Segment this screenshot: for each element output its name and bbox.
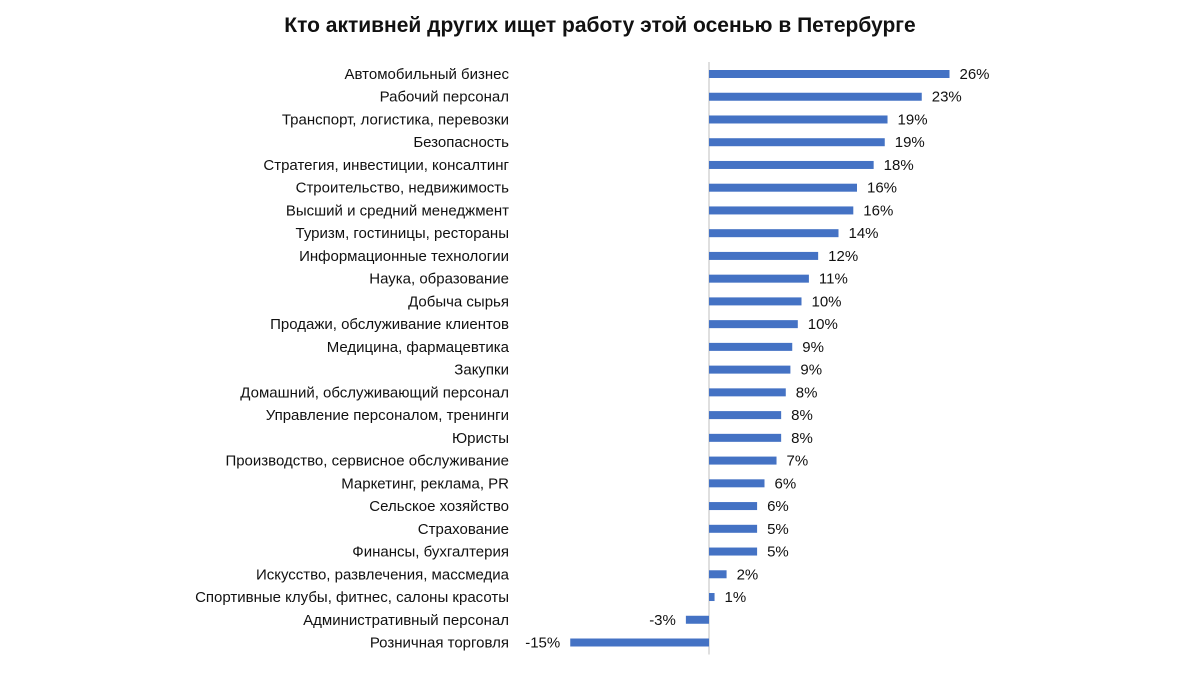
category-label: Спортивные клубы, фитнес, салоны красоты [195, 589, 509, 606]
category-label: Производство, сервисное обслуживание [225, 453, 509, 470]
bar [709, 320, 798, 329]
category-label: Наука, образование [369, 271, 509, 288]
category-label: Страхование [418, 521, 509, 538]
bar [709, 593, 715, 602]
category-label: Строительство, недвижимость [296, 180, 510, 197]
bar [709, 502, 758, 511]
category-label: Туризм, гостиницы, рестораны [296, 225, 509, 242]
category-label: Закупки [454, 362, 509, 379]
category-label: Административный персонал [303, 612, 509, 629]
data-label: 19% [895, 134, 925, 151]
bar [709, 138, 885, 147]
chart-title: Кто активней других ищет работу этой осе… [284, 14, 916, 37]
data-label: 18% [884, 157, 914, 174]
category-label: Юристы [452, 430, 509, 447]
bar [709, 365, 791, 374]
category-label: Стратегия, инвестиции, консалтинг [263, 157, 509, 174]
data-label: 12% [828, 248, 858, 265]
data-label: 8% [796, 384, 818, 401]
data-label: 9% [802, 339, 824, 356]
category-label: Домашний, обслуживающий персонал [240, 384, 509, 401]
data-label: 9% [800, 362, 822, 379]
data-label: -15% [525, 635, 560, 652]
category-label: Управление персоналом, тренинги [266, 407, 509, 424]
bar [709, 297, 802, 306]
data-label: 6% [767, 498, 789, 515]
data-label: 11% [819, 271, 848, 288]
data-label: 23% [932, 89, 962, 106]
category-label: Высший и средний менеджмент [286, 202, 509, 219]
bar [685, 615, 709, 624]
data-label: 10% [808, 316, 838, 333]
bar [709, 433, 782, 442]
bar [709, 388, 786, 397]
data-label: 26% [960, 66, 990, 83]
bar [709, 547, 758, 556]
data-label: 6% [775, 475, 797, 492]
category-label: Медицина, фармацевтика [327, 339, 510, 356]
category-label: Автомобильный бизнес [345, 66, 510, 83]
data-label: 19% [898, 111, 928, 128]
data-label: 8% [791, 407, 813, 424]
data-label: 10% [812, 293, 842, 310]
data-label: 2% [737, 566, 759, 583]
bar [709, 251, 819, 260]
category-label: Безопасность [413, 134, 509, 151]
bar [709, 342, 793, 351]
data-label: 1% [725, 589, 747, 606]
category-label: Рабочий персонал [380, 89, 509, 106]
data-label: -3% [649, 612, 676, 629]
data-label: 8% [791, 430, 813, 447]
bar [709, 274, 809, 283]
bar [709, 183, 857, 192]
category-label: Финансы, бухгалтерия [352, 544, 509, 561]
category-label: Маркетинг, реклама, PR [341, 475, 509, 492]
bar [709, 160, 874, 169]
bar [709, 524, 758, 533]
category-label: Продажи, обслуживание клиентов [270, 316, 509, 333]
bar [709, 229, 839, 238]
bar [709, 411, 782, 420]
data-label: 14% [849, 225, 879, 242]
category-label: Информационные технологии [299, 248, 509, 265]
category-label: Транспорт, логистика, перевозки [282, 111, 509, 128]
bar [709, 70, 950, 78]
data-label: 16% [863, 202, 893, 219]
bar [709, 206, 854, 215]
data-label: 16% [867, 180, 897, 197]
category-label: Розничная торговля [370, 635, 509, 652]
data-label: 5% [767, 521, 789, 538]
bar [709, 115, 888, 124]
data-label: 7% [787, 453, 809, 470]
category-label: Добыча сырья [408, 293, 509, 310]
bar [709, 456, 777, 465]
bar [570, 638, 709, 647]
data-label: 5% [767, 544, 789, 561]
bar [709, 92, 922, 101]
category-label: Искусство, развлечения, массмедиа [256, 566, 510, 583]
category-label: Сельское хозяйство [369, 498, 509, 515]
bar [709, 570, 727, 579]
bar [709, 479, 765, 488]
